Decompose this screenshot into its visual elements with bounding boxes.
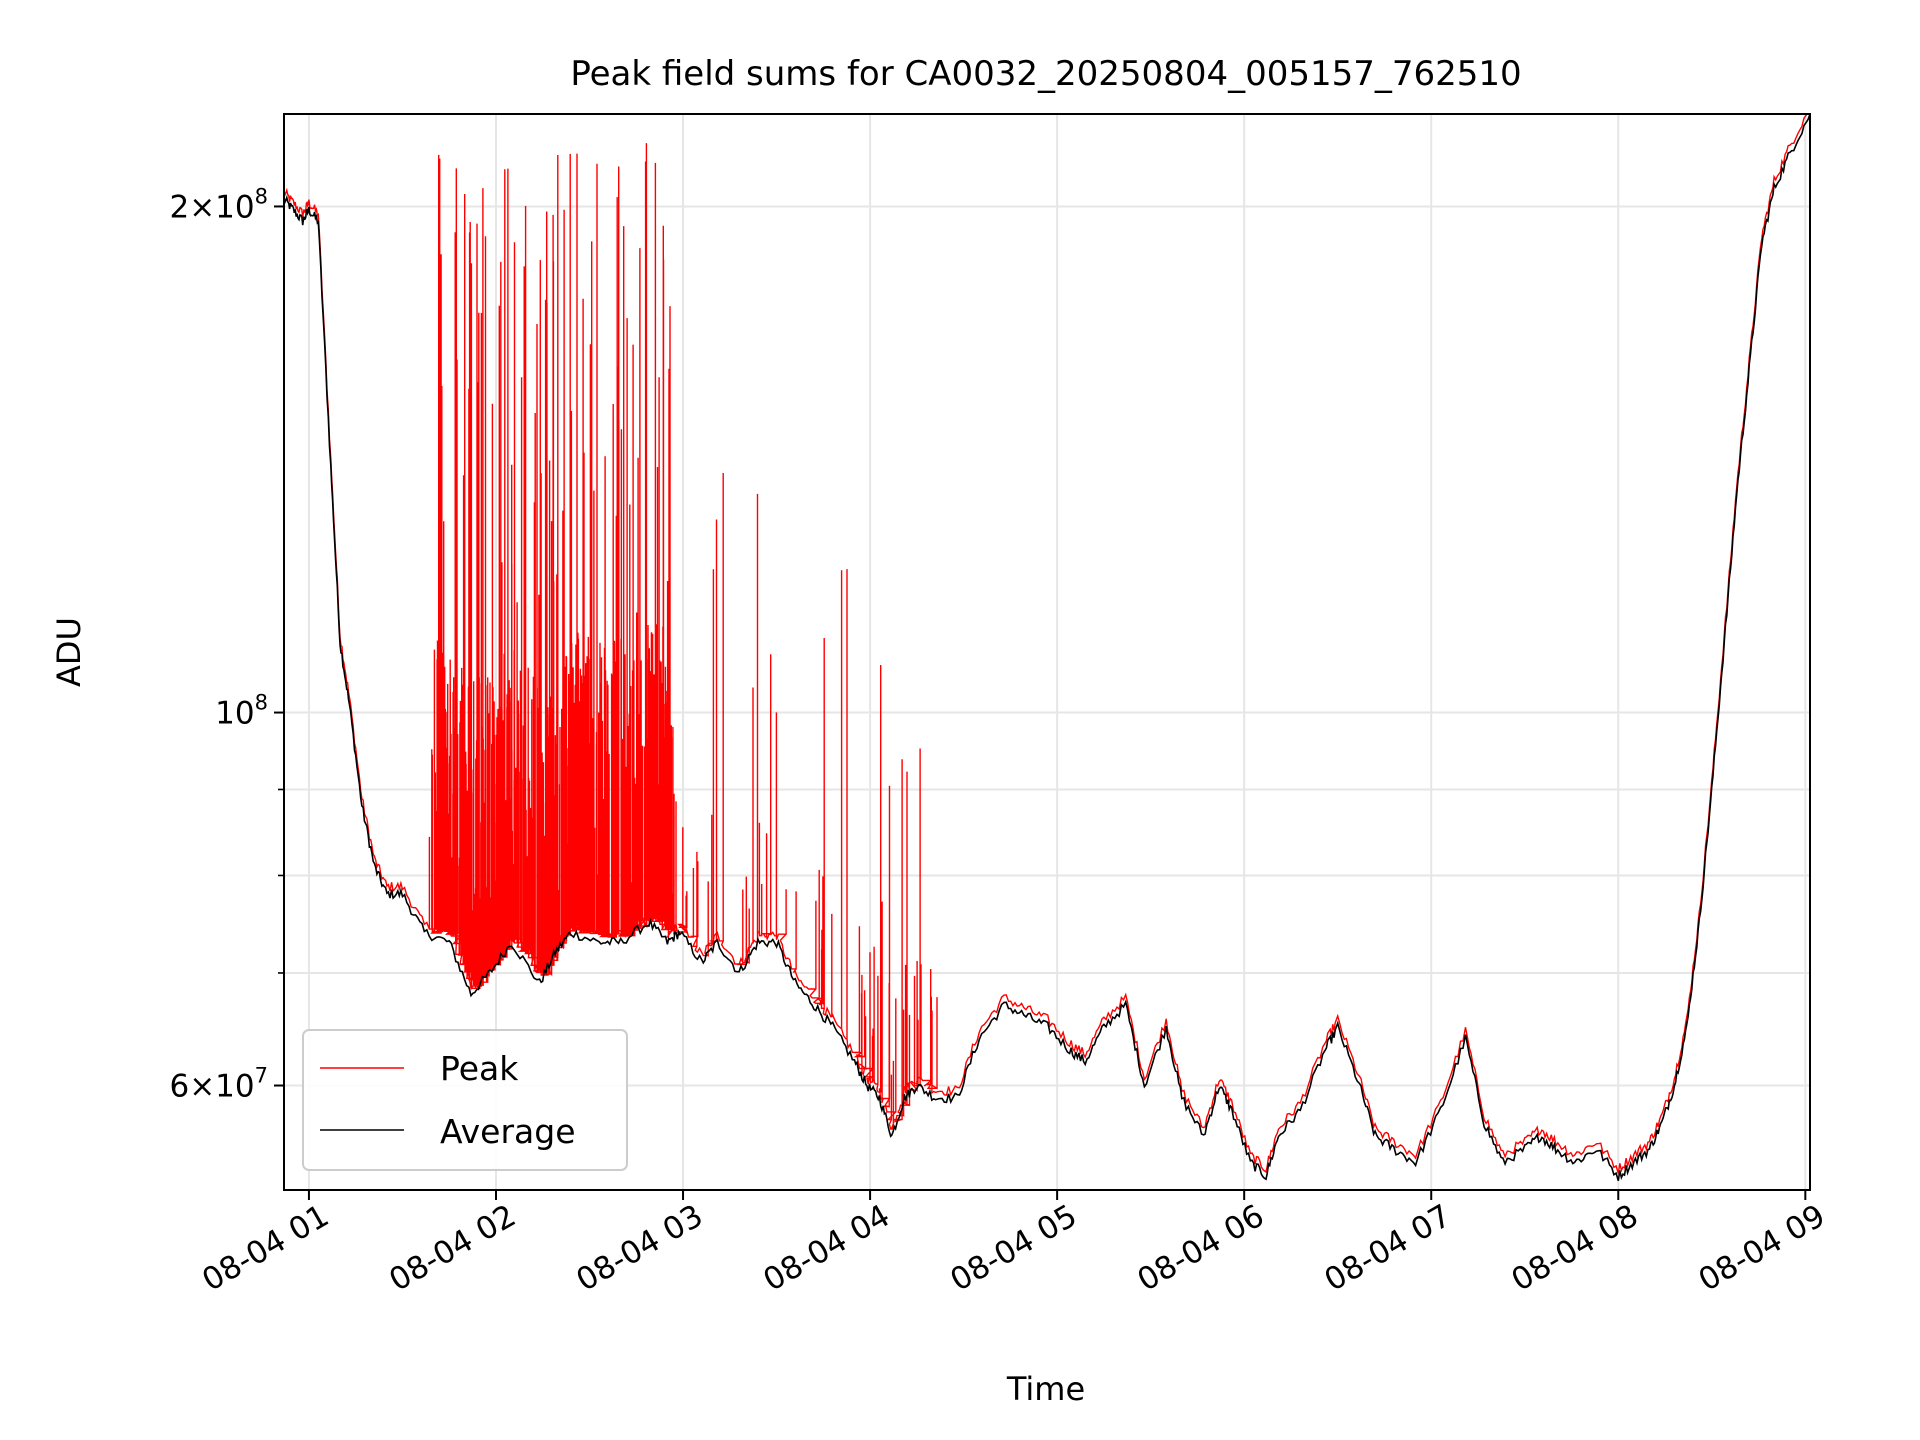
y-tick-label: 2×108 — [169, 184, 268, 225]
x-axis-label: Time — [1006, 1370, 1085, 1408]
series-average-line — [284, 114, 1810, 1182]
legend-box — [302, 1029, 628, 1171]
y-tick-label: 6×107 — [169, 1064, 268, 1105]
series-peak-line — [284, 114, 1808, 1174]
y-axis: 6×107 108 2×108 — [169, 184, 284, 1105]
legend: Peak Average — [302, 1029, 628, 1171]
plot-frame — [283, 113, 1811, 1191]
legend-peak-label: Peak — [440, 1049, 519, 1088]
x-gridlines — [307, 114, 1807, 1190]
chart-title: Peak field sums for CA0032_20250804_0051… — [570, 54, 1521, 94]
y-axis-label: ADU — [50, 617, 88, 687]
plot-series — [284, 114, 1810, 1182]
y-tick-label: 108 — [215, 691, 268, 732]
legend-average-label: Average — [440, 1112, 576, 1151]
